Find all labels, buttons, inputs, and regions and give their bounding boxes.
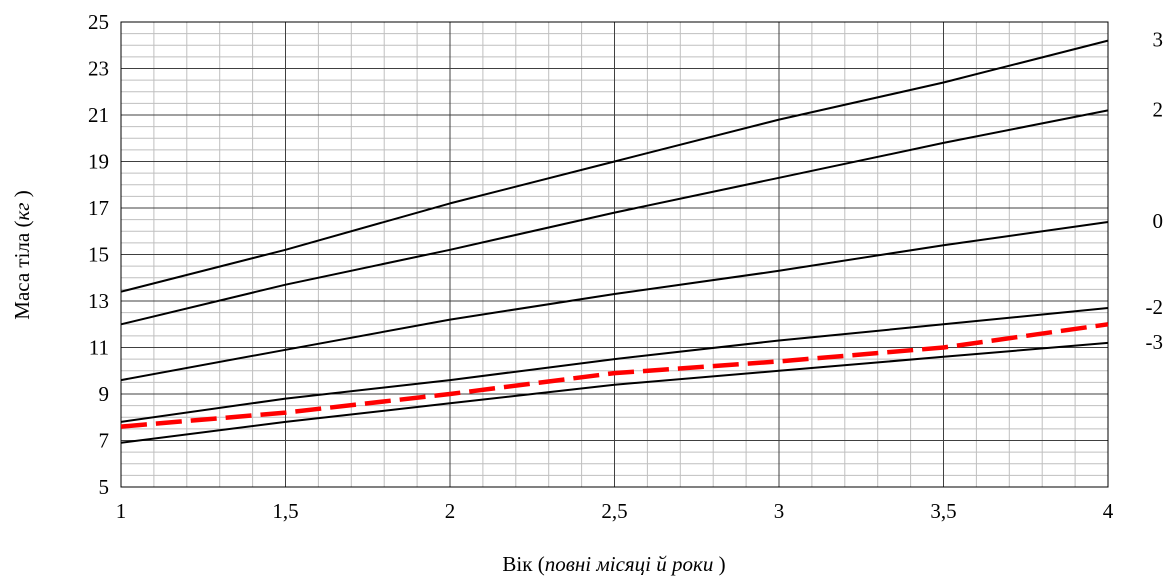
- x-tick-label: 3: [774, 499, 785, 523]
- y-tick-label: 23: [88, 57, 109, 81]
- series-line-sd-0: [120, 221, 1109, 382]
- y-tick-label: 13: [88, 289, 109, 313]
- series-end-label: -2: [1146, 295, 1164, 319]
- y-axis-title: Маса тіла (кг ): [10, 190, 34, 319]
- y-tick-label: 25: [88, 10, 109, 34]
- series-line-sd-3: [120, 39, 1109, 293]
- x-tick-label: 2,5: [601, 499, 627, 523]
- series-layer: [120, 39, 1109, 444]
- series-line-sd-2: [120, 109, 1109, 326]
- x-axis-title-suffix: ): [713, 552, 725, 576]
- x-axis-title: Вік (повні місяці й роки ): [502, 552, 725, 576]
- x-axis-title-italic: повні місяці й роки: [545, 552, 714, 576]
- y-axis-title-prefix: Маса тіла (: [10, 221, 34, 320]
- plot-area-frame: [120, 21, 1109, 488]
- x-tick-label: 2: [445, 499, 456, 523]
- y-tick-label: 5: [99, 475, 110, 499]
- series-line-sd--2: [120, 307, 1109, 423]
- y-axis-title-italic: кг: [10, 203, 34, 221]
- y-axis-title-suffix: ): [10, 190, 34, 202]
- x-tick-label: 4: [1103, 499, 1114, 523]
- series-end-label: -3: [1146, 330, 1164, 354]
- series-line-dashed-red: [120, 322, 1109, 429]
- y-axis-ticks: 5 7 9 11 13 15 17 19 21 23 25: [88, 10, 109, 499]
- y-tick-label: 7: [99, 429, 110, 453]
- x-axis-ticks: 1 1,5 2 2,5 3 3,5 4: [116, 499, 1114, 523]
- y-tick-label: 9: [99, 382, 110, 406]
- x-axis-title-prefix: Вік (: [502, 552, 544, 576]
- series-labels: 3 2 0 -2 -3: [1146, 28, 1164, 354]
- y-tick-label: 11: [89, 336, 109, 360]
- y-tick-label: 19: [88, 150, 109, 174]
- x-tick-label: 1,5: [272, 499, 298, 523]
- x-tick-label: 1: [116, 499, 127, 523]
- series-end-label: 3: [1153, 28, 1164, 52]
- series-line-sd--3: [120, 341, 1109, 444]
- x-tick-label: 3,5: [930, 499, 956, 523]
- series-end-label: 2: [1153, 97, 1164, 121]
- y-tick-label: 17: [88, 196, 109, 220]
- y-tick-label: 21: [88, 103, 109, 127]
- series-end-label: 0: [1153, 209, 1164, 233]
- y-tick-label: 15: [88, 243, 109, 267]
